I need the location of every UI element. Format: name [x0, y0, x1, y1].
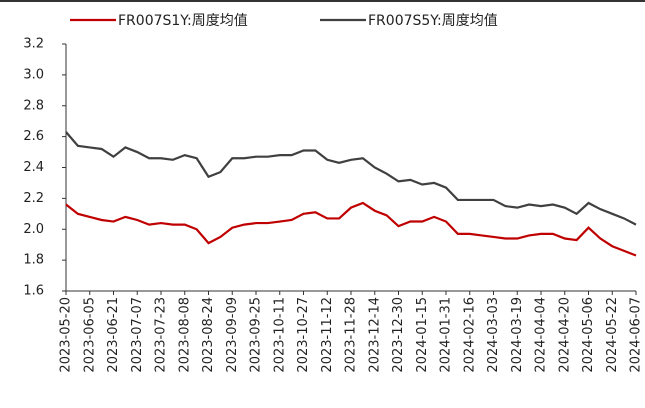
x-tick-label: 2023-06-21: [106, 297, 121, 373]
x-tick-label: 2024-03-19: [510, 297, 525, 373]
x-tick-label: 2023-07-23: [154, 297, 169, 373]
legend-label: FR007S5Y:周度均值: [368, 13, 498, 29]
x-tick-label: 2023-10-11: [272, 297, 287, 373]
y-tick-label: 2.4: [23, 160, 44, 175]
y-tick-label: 2.2: [23, 191, 44, 206]
y-tick-label: 2.0: [23, 222, 44, 237]
series-line: [65, 201, 637, 257]
x-tick-label: 2024-04-20: [557, 297, 572, 373]
y-tick-label: 1.8: [23, 253, 44, 268]
x-tick-label: 2024-02-16: [462, 297, 477, 373]
y-tick-label: 3.2: [23, 37, 44, 52]
x-tick-label: 2024-04-04: [534, 297, 549, 373]
y-tick-label: 3.0: [23, 67, 44, 82]
x-tick-label: 2024-05-22: [605, 297, 620, 373]
x-tick-label: 2023-08-24: [201, 297, 216, 373]
x-tick-label: 2023-06-05: [82, 297, 97, 373]
legend-label: FR007S1Y:周度均值: [118, 13, 248, 29]
x-tick-label: 2024-05-06: [581, 297, 596, 373]
x-tick-label: 2023-08-08: [177, 297, 192, 373]
x-tick-label: 2023-10-27: [296, 297, 311, 373]
y-tick-label: 2.6: [23, 129, 44, 144]
y-tick-label: 2.8: [23, 98, 44, 113]
x-tick-label: 2023-11-12: [320, 297, 335, 373]
x-tick-label: 2023-12-14: [367, 297, 382, 373]
x-tick-label: 2024-06-07: [629, 297, 644, 373]
x-tick-label: 2023-09-09: [225, 297, 240, 373]
x-tick-label: 2024-01-31: [439, 297, 454, 373]
x-tick-label: 2024-03-03: [486, 297, 501, 373]
x-tick-label: 2023-11-28: [344, 297, 359, 373]
x-tick-label: 2023-05-20: [59, 297, 74, 373]
x-tick-label: 2023-12-30: [391, 297, 406, 373]
x-tick-label: 2023-09-25: [249, 297, 264, 373]
x-tick-label: 2024-01-15: [415, 297, 430, 373]
x-tick-label: 2023-07-07: [130, 297, 145, 373]
y-tick-label: 1.6: [23, 284, 44, 299]
series-line: [65, 131, 637, 226]
